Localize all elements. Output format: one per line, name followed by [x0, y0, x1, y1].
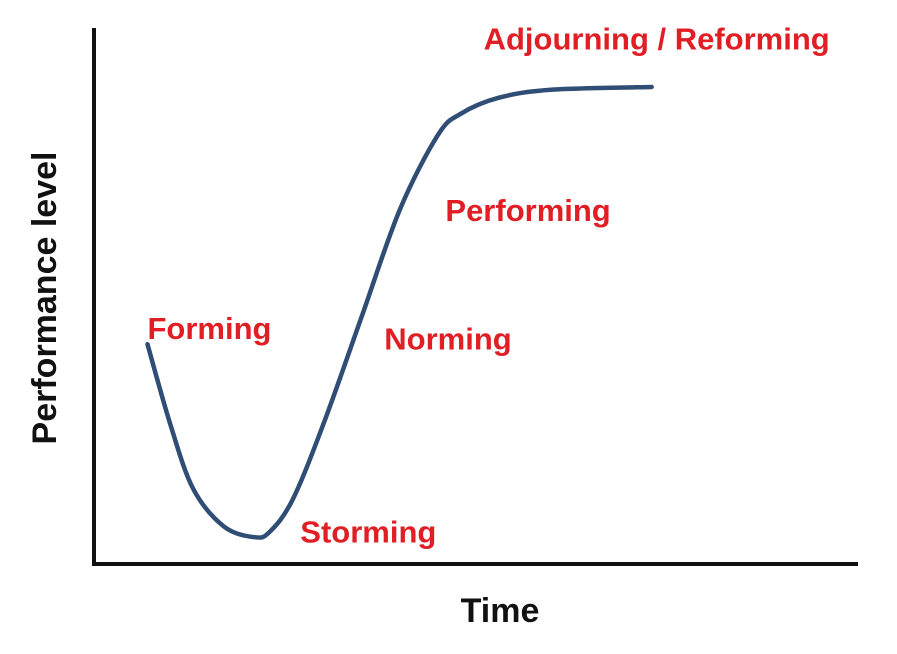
y-axis-title: Performance level — [26, 152, 64, 445]
x-axis-title: Time — [461, 592, 540, 630]
stage-label-performing: Performing — [445, 193, 610, 228]
stage-label-forming: Forming — [148, 311, 272, 346]
performance-curve — [145, 84, 654, 540]
stage-label-adjourning-reforming: Adjourning / Reforming — [484, 21, 830, 56]
stage-labels: Forming Storming Norming Performing Adjourni… — [148, 21, 830, 549]
stage-label-norming: Norming — [384, 322, 511, 357]
stage-label-storming: Storming — [300, 515, 436, 550]
